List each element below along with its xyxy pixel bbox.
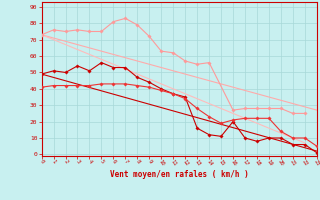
X-axis label: Vent moyen/en rafales ( km/h ): Vent moyen/en rafales ( km/h ) (110, 170, 249, 179)
